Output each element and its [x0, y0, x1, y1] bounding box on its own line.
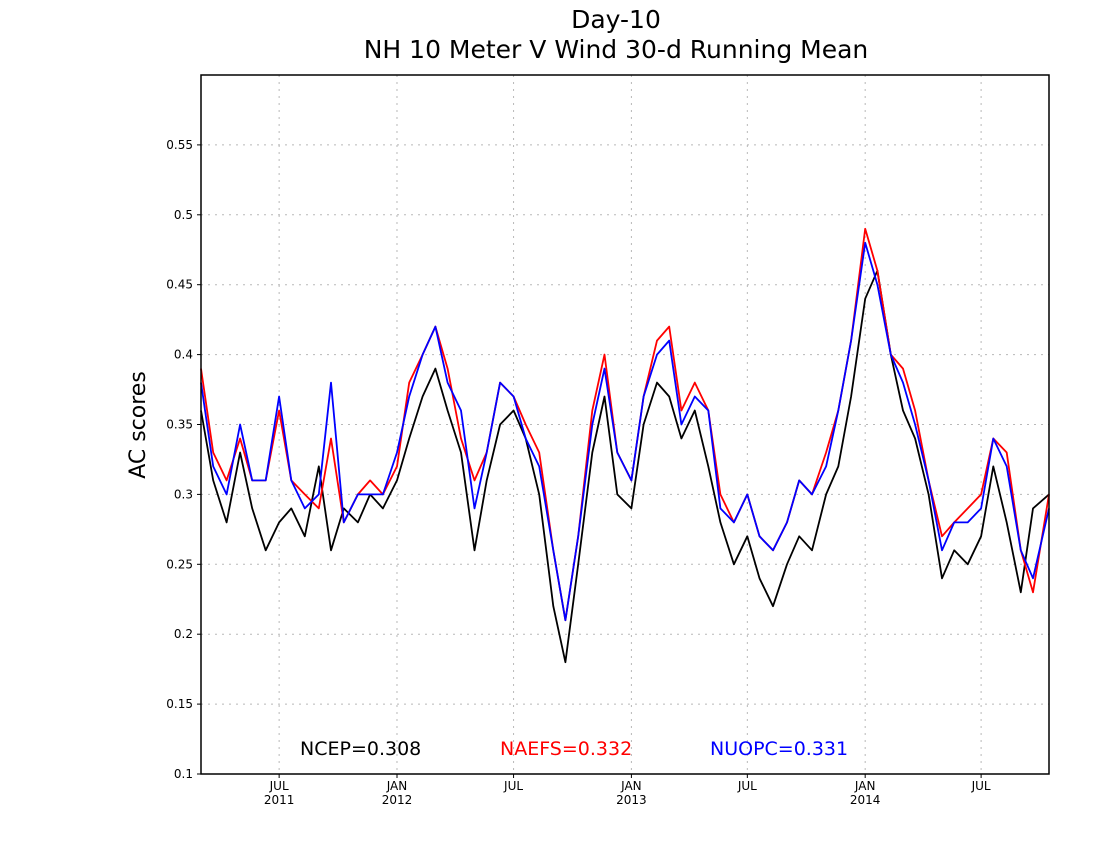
x-tick-month: JAN: [386, 779, 408, 793]
x-tick-month: JUL: [971, 779, 991, 793]
x-tick-year: 2013: [616, 793, 647, 807]
y-tick-label: 0.2: [174, 627, 193, 641]
y-tick-label: 0.55: [166, 138, 193, 152]
y-tick-label: 0.45: [166, 278, 193, 292]
x-tick-month: JUL: [503, 779, 523, 793]
chart-subtitle: NH 10 Meter V Wind 30-d Running Mean: [364, 35, 869, 64]
x-tick-year: 2012: [382, 793, 413, 807]
grid: [201, 75, 1049, 774]
y-tick-label: 0.3: [174, 487, 193, 501]
y-axis-ticks: 0.1 0.15 0.2 0.25 0.3 0.35 0.4 0.45 0.5 0.55: [166, 138, 201, 781]
x-tick-month: JAN: [620, 779, 642, 793]
x-tick-year: 2011: [264, 793, 295, 807]
legend-nuopc: NUOPC=0.331: [710, 738, 848, 760]
y-tick-label: 0.25: [166, 557, 193, 571]
x-tick-year: 2014: [850, 793, 881, 807]
legend-naefs: NAEFS=0.332: [500, 738, 632, 760]
series-lines: [200, 227, 1050, 664]
y-tick-label: 0.15: [166, 697, 193, 711]
y-tick-label: 0.1: [174, 767, 193, 781]
x-tick-month: JUL: [269, 779, 289, 793]
series-line-ncep: [200, 269, 1050, 664]
y-axis-label: AC scores: [126, 371, 151, 479]
y-tick-label: 0.5: [174, 208, 193, 222]
x-tick-month: JUL: [737, 779, 757, 793]
legend-ncep: NCEP=0.308: [300, 738, 421, 760]
y-tick-label: 0.35: [166, 418, 193, 432]
series-line-nuopc: [200, 241, 1050, 622]
legend: NCEP=0.308 NAEFS=0.332 NUOPC=0.331: [300, 738, 848, 760]
y-tick-label: 0.4: [174, 348, 193, 362]
chart-title: Day-10: [571, 5, 661, 34]
x-tick-month: JAN: [854, 779, 876, 793]
